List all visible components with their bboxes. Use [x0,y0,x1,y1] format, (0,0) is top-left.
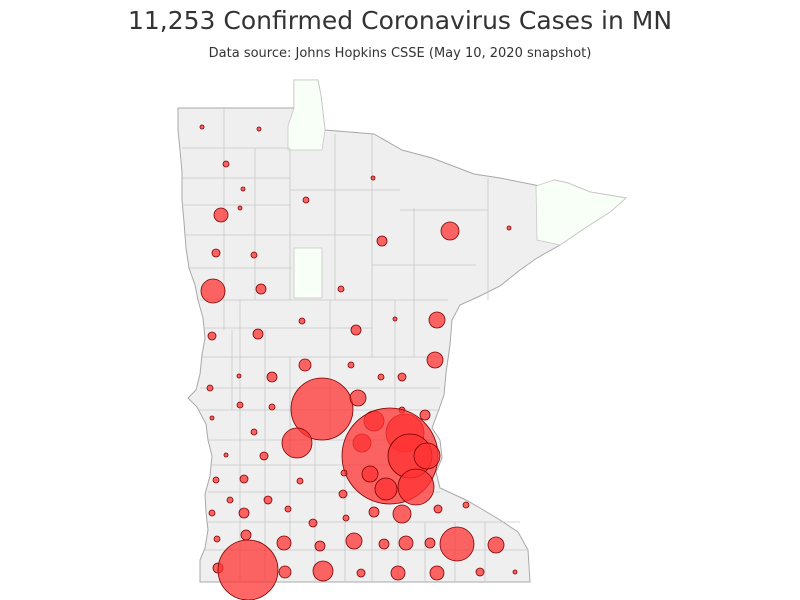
county-case-bubble [226,496,234,504]
county-case-bubble [296,477,304,485]
zero-case-county-hubbard [293,247,323,299]
county-case-bubble [266,371,278,383]
county-case-bubble [252,328,264,340]
county-case-bubble [424,537,436,549]
county-case-bubble [428,311,446,329]
county-case-bubble [255,283,267,295]
county-case-bubble [338,489,348,499]
county-case-bubble [377,373,385,381]
county-case-bubble [350,324,362,336]
county-case-bubble [337,285,345,293]
county-case-bubble [237,205,243,211]
county-case-bubble [276,535,292,551]
map-title: 11,253 Confirmed Coronavirus Cases in MN [127,6,673,35]
county-case-bubble [217,539,279,600]
county-case-bubble [259,451,269,461]
county-case-bubble [349,389,367,407]
county-case-bubble [429,565,445,581]
county-case-bubble [268,403,276,411]
county-case-bubble [397,372,407,382]
county-case-bubble [250,428,258,436]
county-case-bubble [340,469,348,477]
zero-case-county-cook [535,179,627,246]
county-case-bubble [211,248,221,258]
county-case-bubble [440,221,460,241]
county-case-bubble [356,568,366,578]
county-case-bubble [374,477,398,501]
county-case-bubble [302,196,310,204]
zero-case-county-northwest-angle [287,79,326,151]
county-case-bubble [240,529,252,541]
county-case-bubble [312,560,334,582]
county-case-bubble [347,361,355,369]
county-case-bubble [368,506,380,518]
county-case-bubble [433,504,443,514]
county-case-bubble [345,532,363,550]
county-case-bubble [413,442,441,470]
county-case-bubble [512,569,518,575]
county-case-bubble [376,235,388,247]
county-case-bubble [209,415,215,421]
county-case-bubble [392,316,398,322]
county-case-bubble [390,565,406,581]
county-case-bubble [281,427,313,459]
county-case-bubble [298,317,306,325]
county-case-bubble [213,535,221,543]
county-case-bubble [208,509,216,517]
county-case-bubble [308,518,318,528]
county-case-bubble [290,377,354,441]
county-case-bubble [236,373,242,379]
county-case-bubble [342,514,350,522]
county-case-bubble [284,505,292,513]
county-case-bubble [378,538,390,550]
county-case-bubble [298,358,312,372]
county-case-bubble [314,540,326,552]
county-case-bubble [223,452,229,458]
county-case-bubble [212,476,220,484]
map-subtitle: Data source: Johns Hopkins CSSE (May 10,… [208,46,592,61]
county-case-bubble [213,207,229,223]
county-case-bubble [397,468,435,506]
county-case-bubble [199,124,205,130]
county-case-bubble [462,501,470,509]
county-case-bubble [278,565,292,579]
county-case-bubble [200,278,226,304]
county-case-bubble [506,225,512,231]
case-bubbles [199,124,518,600]
county-case-bubble [263,495,273,505]
county-case-bubble [222,160,230,168]
county-case-bubble [361,465,379,483]
county-case-bubble [207,331,217,341]
county-case-bubble [238,507,250,519]
county-case-bubble [398,535,414,551]
county-case-bubble [206,384,214,392]
county-case-bubble [475,567,485,577]
county-case-bubble [370,175,376,181]
county-case-bubble [240,186,246,192]
county-case-bubble [439,526,475,562]
county-case-bubble [256,126,262,132]
county-case-bubble [392,504,412,524]
county-case-bubble [487,536,505,554]
county-case-bubble [239,474,249,484]
county-case-bubble [250,251,258,259]
county-case-bubble [419,409,431,421]
county-case-bubble [426,351,444,369]
county-case-bubble [236,401,244,409]
